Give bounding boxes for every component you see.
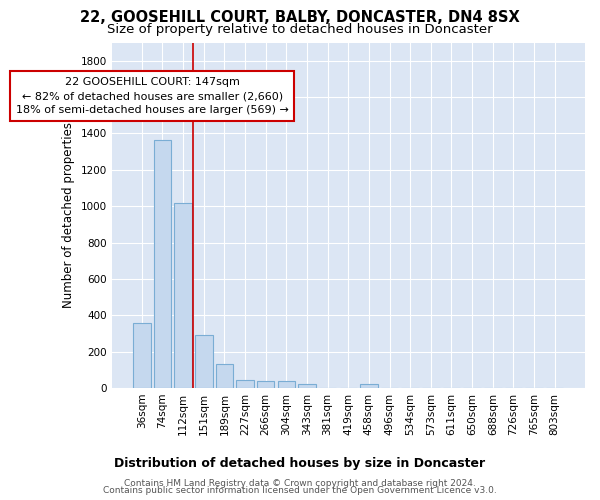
Bar: [257, 380, 274, 388]
Y-axis label: Number of detached properties: Number of detached properties: [62, 122, 75, 308]
Bar: [154, 140, 171, 388]
Bar: [236, 380, 254, 388]
Text: 22, GOOSEHILL COURT, BALBY, DONCASTER, DN4 8SX: 22, GOOSEHILL COURT, BALBY, DONCASTER, D…: [80, 10, 520, 25]
Text: 22 GOOSEHILL COURT: 147sqm
← 82% of detached houses are smaller (2,660)
18% of s: 22 GOOSEHILL COURT: 147sqm ← 82% of deta…: [16, 77, 289, 115]
Bar: [175, 204, 192, 388]
Text: Size of property relative to detached houses in Doncaster: Size of property relative to detached ho…: [107, 22, 493, 36]
Bar: [195, 336, 212, 388]
Bar: [278, 381, 295, 388]
Bar: [298, 384, 316, 388]
Text: Distribution of detached houses by size in Doncaster: Distribution of detached houses by size …: [115, 457, 485, 470]
Bar: [360, 384, 377, 388]
Text: Contains public sector information licensed under the Open Government Licence v3: Contains public sector information licen…: [103, 486, 497, 495]
Text: Contains HM Land Registry data © Crown copyright and database right 2024.: Contains HM Land Registry data © Crown c…: [124, 478, 476, 488]
Bar: [133, 324, 151, 388]
Bar: [215, 364, 233, 388]
